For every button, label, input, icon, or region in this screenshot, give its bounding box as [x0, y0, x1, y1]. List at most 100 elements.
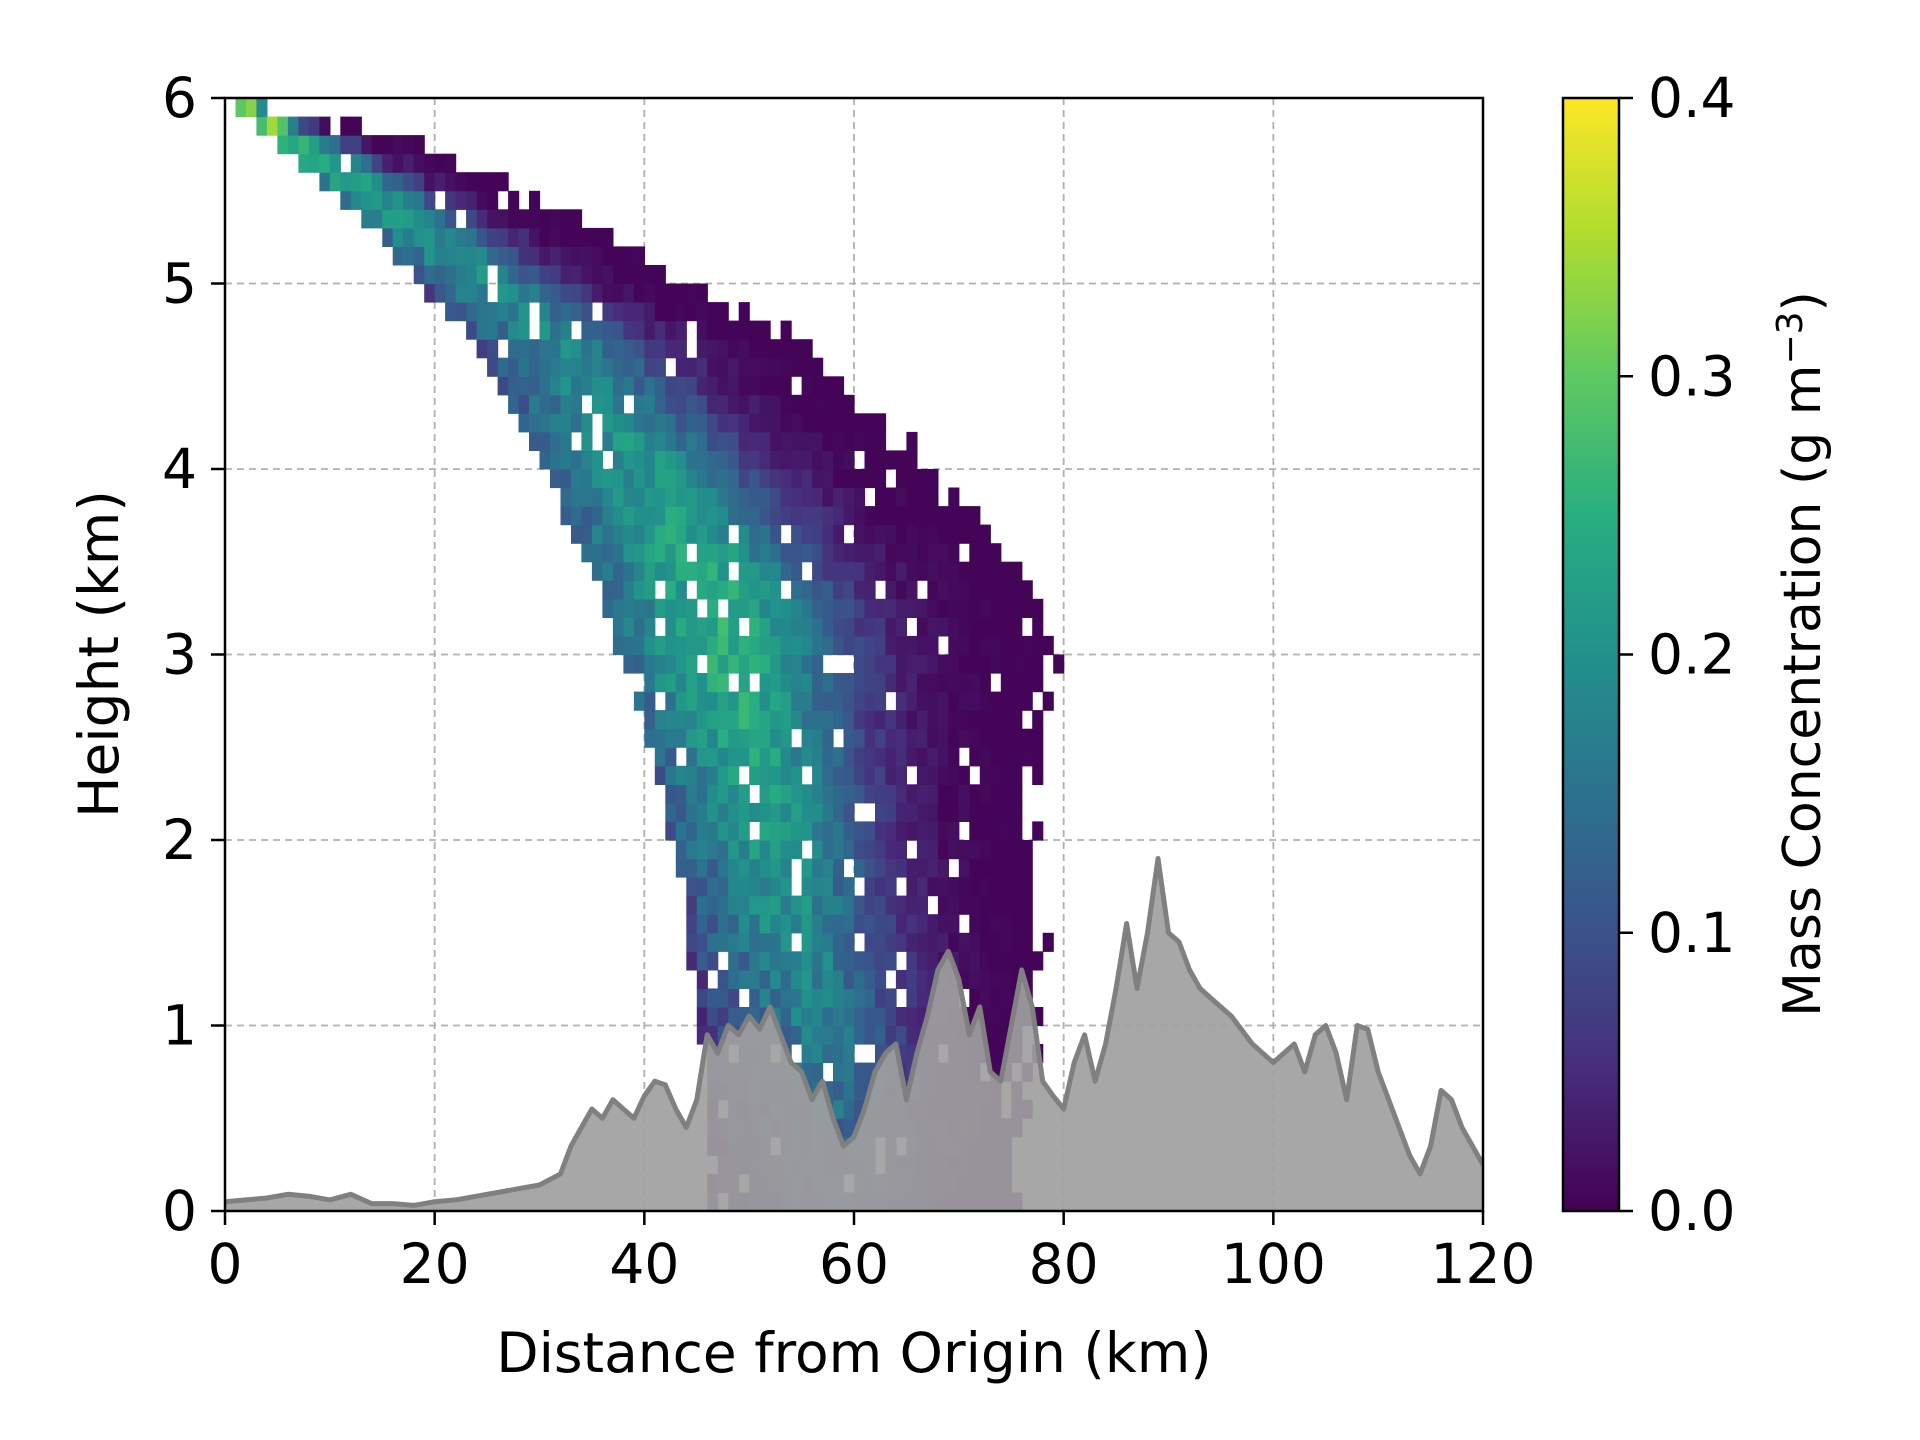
plume-cell	[875, 561, 887, 581]
plume-cell	[476, 190, 488, 210]
plume-cell	[371, 172, 383, 192]
plume-cell	[571, 283, 583, 303]
plume-cell	[937, 858, 949, 878]
plume-cell	[633, 561, 645, 581]
plume-cell	[644, 450, 656, 470]
plume-cell	[749, 394, 761, 414]
plume-cell	[696, 1007, 708, 1027]
plume-cell	[654, 265, 666, 285]
plume-cell	[749, 339, 761, 359]
plume-cell	[728, 1007, 740, 1027]
plume-cell	[455, 227, 467, 247]
plume-cell	[717, 728, 729, 748]
plume-cell	[791, 413, 803, 433]
plume-cell	[780, 673, 792, 693]
plume-cell	[696, 413, 708, 433]
plume-cell	[833, 969, 845, 989]
plume-cell	[812, 598, 824, 618]
plume-cell	[550, 283, 562, 303]
plume-cell	[979, 617, 991, 637]
plume-cell	[413, 135, 425, 155]
plume-cell	[1000, 654, 1012, 674]
plume-cell	[1032, 765, 1044, 785]
plume-cell	[581, 227, 593, 247]
plume-cell	[686, 357, 698, 377]
plume-cell	[392, 135, 404, 155]
plume-cell	[738, 413, 750, 433]
plume-cell	[665, 506, 677, 526]
plume-cell	[728, 802, 740, 822]
plume-cell	[728, 988, 740, 1008]
plume-cell	[833, 710, 845, 730]
plume-cell	[948, 728, 960, 748]
plume-cell	[843, 728, 855, 748]
plume-cell	[424, 265, 436, 285]
plume-cell	[906, 487, 918, 507]
plume-cell	[916, 895, 928, 915]
plume-cell	[591, 394, 603, 414]
plume-cell	[759, 580, 771, 600]
plume-cell	[550, 394, 562, 414]
plume-cell	[906, 543, 918, 563]
plume-cell	[665, 673, 677, 693]
plume-cell	[654, 394, 666, 414]
plume-cell	[1011, 951, 1023, 971]
plume-cell	[738, 506, 750, 526]
x-tick-label: 40	[609, 1232, 679, 1296]
plume-cell	[675, 617, 687, 637]
plume-cell	[895, 691, 907, 711]
plume-cell	[654, 450, 666, 470]
plume-cell	[759, 617, 771, 637]
plume-cell	[571, 376, 583, 396]
plume-cell	[958, 691, 970, 711]
plume-cell	[686, 394, 698, 414]
plume-cell	[833, 858, 845, 878]
plume-cell	[812, 821, 824, 841]
plume-cell	[906, 561, 918, 581]
plume-cell	[770, 598, 782, 618]
plume-cell	[403, 246, 415, 266]
plume-cell	[812, 469, 824, 489]
plume-cell	[686, 747, 698, 767]
plume-cell	[759, 747, 771, 767]
plume-cell	[665, 728, 677, 748]
plume-cell	[1000, 969, 1012, 989]
plume-cell	[822, 1044, 834, 1064]
plume-cell	[833, 98, 845, 99]
plume-cell	[822, 784, 834, 804]
plume-cell	[633, 265, 645, 285]
plume-cell	[696, 988, 708, 1008]
plume-cell	[801, 98, 813, 99]
plume-cell	[990, 914, 1002, 934]
plume-cell	[581, 320, 593, 340]
plume-cell	[591, 561, 603, 581]
plume-cell	[864, 524, 876, 544]
plume-cell	[581, 506, 593, 526]
plume-cell	[906, 524, 918, 544]
plume-cell	[665, 747, 677, 767]
plume-cell	[780, 765, 792, 785]
plume-cell	[602, 376, 614, 396]
plume-cell	[875, 821, 887, 841]
plume-cell	[1032, 654, 1044, 674]
plume-cell	[895, 932, 907, 952]
plume-cell	[665, 654, 677, 674]
plume-cell	[654, 561, 666, 581]
plume-cell	[518, 339, 530, 359]
plume-cell	[749, 895, 761, 915]
plume-cell	[445, 302, 457, 322]
plume-cell	[854, 1099, 866, 1119]
plume-cell	[759, 821, 771, 841]
plume-cell	[529, 227, 541, 247]
plume-cell	[812, 413, 824, 433]
plume-cell	[990, 877, 1002, 897]
y-tick-label: 1	[162, 994, 197, 1058]
plume-cell	[623, 654, 635, 674]
plume-cell	[675, 357, 687, 377]
plume-cell	[602, 413, 614, 433]
plume-cell	[895, 635, 907, 656]
plume-cell	[812, 580, 824, 600]
plume-cell	[864, 561, 876, 581]
plume-cell	[623, 431, 635, 451]
plume-cell	[654, 469, 666, 489]
